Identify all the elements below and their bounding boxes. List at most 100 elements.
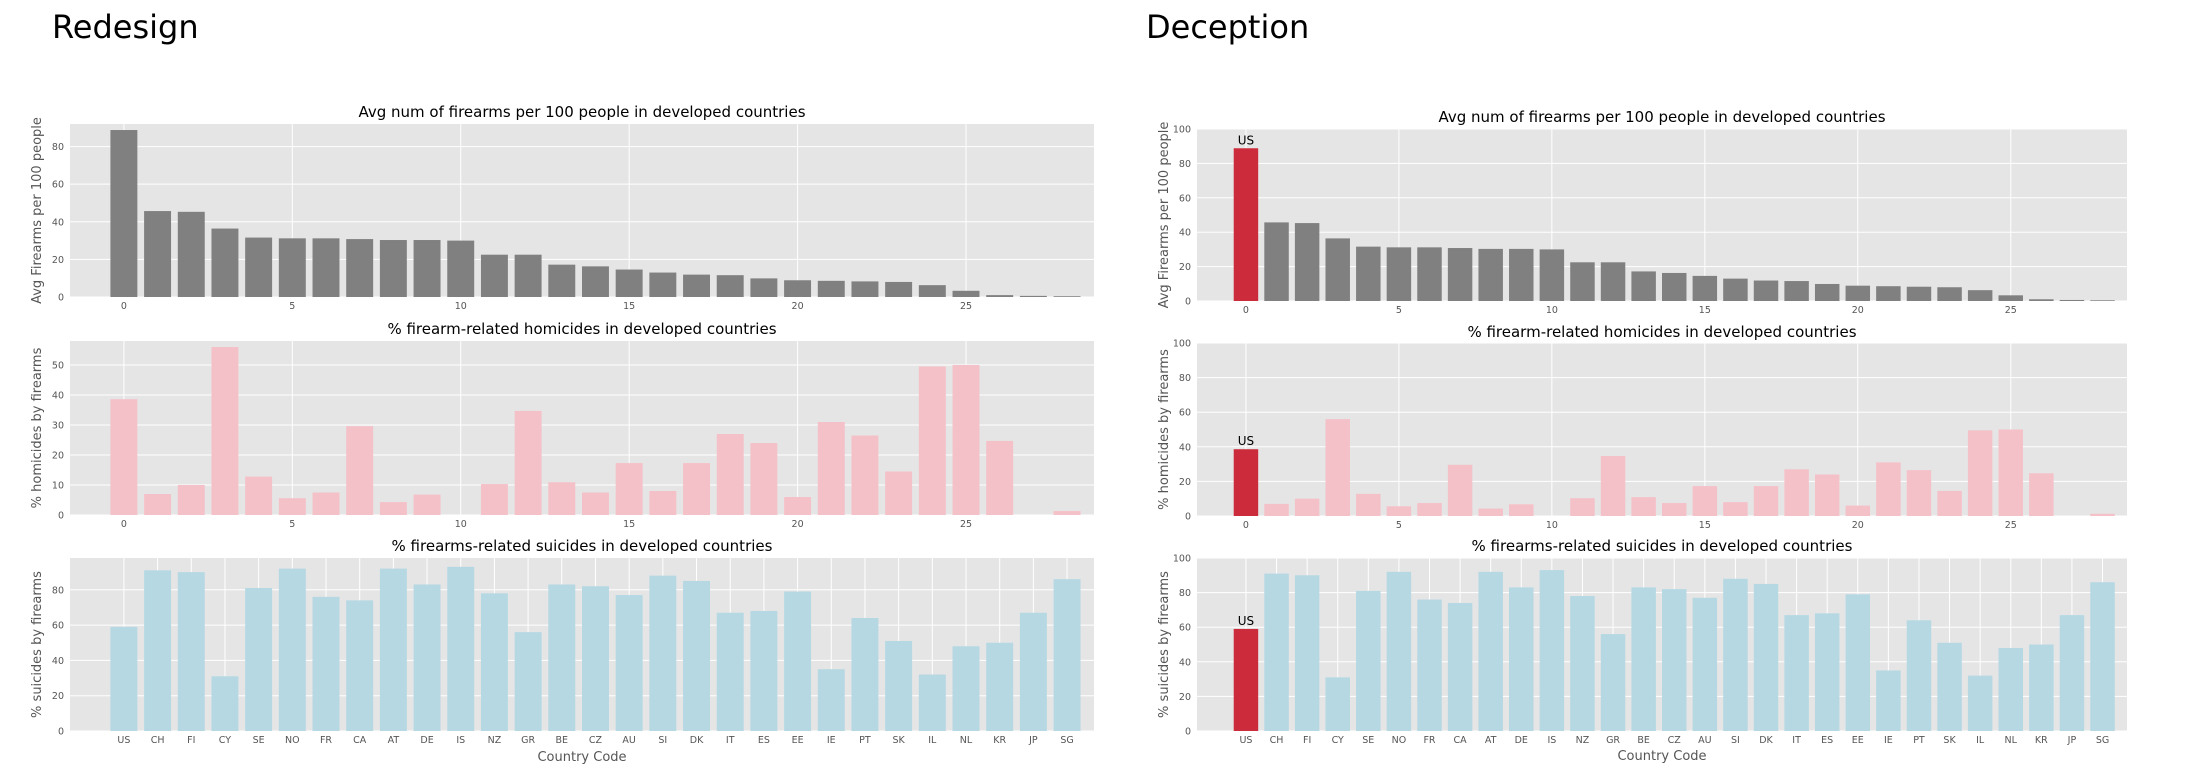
chart-5-title: % firearm-related homicides in developed…	[1467, 323, 1856, 341]
chart-2-bar	[952, 365, 980, 515]
chart-6-bar-annotation: US	[1238, 614, 1254, 628]
chart-6-bar	[1631, 587, 1656, 731]
chart-2-bar	[817, 422, 845, 515]
chart-6-bar	[1723, 578, 1748, 731]
chart-6-bar	[1998, 647, 2023, 731]
chart-4-bar	[1509, 248, 1534, 301]
chart-2-x-tick-label: 25	[960, 519, 972, 530]
chart-1-bar	[514, 254, 542, 297]
chart-3-bar	[1053, 579, 1081, 731]
chart-3-bar	[986, 642, 1014, 731]
chart-3-bar	[885, 640, 913, 731]
chart-3-bar	[615, 595, 643, 731]
chart-1-bar	[784, 280, 812, 297]
chart-5-bar	[1478, 508, 1503, 516]
chart-4-y-tick-label: 100	[1173, 125, 1191, 136]
chart-1-y-axis-label: Avg Firearms per 100 people	[30, 117, 45, 304]
chart-4-bar	[1814, 283, 1840, 301]
chart-4-bar	[1876, 286, 1901, 301]
chart-6-x-axis-label: Country Code	[1617, 749, 1706, 764]
chart-3-bar	[346, 600, 374, 731]
chart-2-y-tick-label: 20	[52, 451, 64, 462]
chart-5-bar	[1937, 490, 1962, 516]
chart-4-y-tick-label: 40	[1179, 228, 1191, 239]
chart-2-bar	[177, 485, 205, 515]
chart-6-category-label: NO	[1392, 735, 1407, 746]
chart-3-category-label: GR	[521, 735, 535, 746]
chart-4-bar	[1294, 223, 1320, 301]
chart-2-bar	[144, 494, 172, 515]
chart-5-bar	[1600, 455, 1626, 516]
chart-6-category-label: CH	[1270, 735, 1284, 746]
chart-5-x-tick-label: 5	[1396, 520, 1402, 531]
chart-2-bar	[918, 366, 946, 515]
chart-6-category-label: KR	[2035, 735, 2048, 746]
chart-3-category-label: PT	[859, 735, 871, 746]
chart-3-bar	[278, 568, 306, 731]
chart-1-bar	[582, 266, 609, 297]
chart-2-bar	[480, 484, 508, 515]
chart-2-bar	[110, 399, 138, 515]
chart-1-bar	[1053, 296, 1081, 297]
chart-6-category-label: US	[1239, 735, 1252, 746]
chart-4-x-tick-label: 20	[1852, 305, 1864, 316]
chart-6-bar	[1784, 615, 1809, 731]
chart-6-category-label: PT	[1913, 735, 1925, 746]
chart-6-category-label: IE	[1884, 735, 1893, 746]
chart-5-x-tick-label: 15	[1699, 520, 1711, 531]
chart-4-bar	[1662, 272, 1687, 301]
chart-4-plot-area	[1197, 129, 2127, 301]
chart-3-bar	[750, 610, 778, 731]
chart-2-y-tick-label: 40	[52, 391, 64, 402]
chart-2-bar	[582, 492, 609, 515]
chart-6-bar	[1967, 675, 1993, 731]
chart-1-x-tick-label: 5	[289, 301, 295, 312]
chart-2-x-tick-label: 0	[121, 519, 127, 530]
chart-5-bar	[1325, 419, 1350, 516]
chart-3-category-label: SK	[892, 735, 905, 746]
chart-2-y-tick-label: 0	[58, 511, 64, 522]
chart-2-bar	[211, 347, 239, 515]
chart-4-bar	[1356, 246, 1381, 301]
chart-3-bar	[683, 580, 710, 731]
chart-6-bar	[1478, 571, 1503, 731]
chart-3-bar	[379, 568, 407, 731]
chart-4-bar	[1692, 275, 1718, 301]
chart-4-y-tick-label: 60	[1179, 193, 1191, 204]
chart-3-bar	[110, 626, 138, 731]
chart-6-category-label: SK	[1943, 735, 1956, 746]
chart-5-bar	[1753, 486, 1779, 516]
chart-6-bar	[1447, 602, 1473, 731]
chart-5-bar	[1998, 429, 2023, 516]
chart-3-category-label: IL	[928, 735, 937, 746]
chart-2-bar	[716, 434, 744, 515]
chart-5-y-tick-label: 0	[1185, 512, 1191, 523]
chart-3-x-axis-label: Country Code	[537, 750, 626, 765]
chart-2-x-tick-label: 15	[623, 519, 635, 530]
chart-6-bar	[1662, 589, 1687, 731]
chart-2-bar	[346, 426, 374, 515]
chart-3-category-label: CY	[219, 735, 231, 746]
chart-4-bar	[1447, 248, 1473, 301]
chart-4-x-tick-label: 5	[1396, 305, 1402, 316]
chart-4-bar	[2090, 300, 2115, 301]
chart-6-category-label: SG	[2096, 735, 2109, 746]
chart-6-category-label: IT	[1792, 735, 1801, 746]
chart-3-bar	[716, 612, 744, 731]
chart-6-category-label: SE	[1362, 735, 1374, 746]
chart-5-bar	[1570, 498, 1595, 516]
chart-2-bar	[245, 476, 273, 515]
chart-3-category-label: BE	[556, 735, 569, 746]
chart-3-category-label: CZ	[589, 735, 603, 746]
chart-4-x-tick-label: 0	[1243, 305, 1249, 316]
chart-3-y-tick-label: 0	[58, 727, 64, 738]
chart-6-bar	[1539, 570, 1565, 731]
chart-1-bar	[918, 285, 946, 297]
chart-4-bar	[1417, 247, 1442, 301]
chart-6-bar	[1356, 590, 1381, 731]
chart-4-y-tick-label: 80	[1179, 159, 1191, 170]
chart-5-y-tick-label: 20	[1179, 477, 1191, 488]
chart-2-x-tick-label: 10	[455, 519, 467, 530]
chart-5-y-tick-label: 60	[1179, 408, 1191, 419]
chart-6-bar	[1570, 596, 1595, 731]
